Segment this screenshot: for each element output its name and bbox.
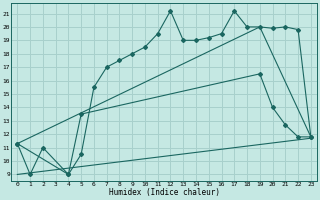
X-axis label: Humidex (Indice chaleur): Humidex (Indice chaleur) <box>108 188 220 197</box>
